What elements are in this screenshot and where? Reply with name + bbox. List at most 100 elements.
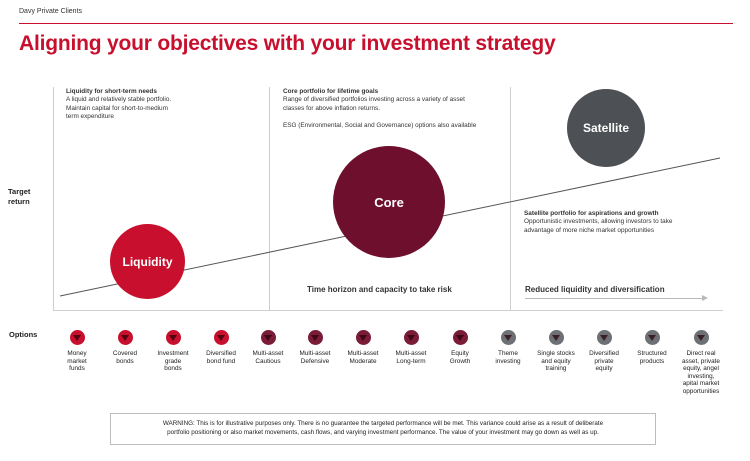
option-label-line: Structured <box>637 350 667 357</box>
core-text-1: Range of diversified portfolios investin… <box>283 96 465 104</box>
satellite-circle-label: Satellite <box>582 121 630 135</box>
option-label-line: Covered <box>112 350 138 357</box>
option-label-line: training <box>545 365 567 373</box>
core-circle-label: Core <box>374 194 404 210</box>
option-item: Covered bonds <box>97 330 153 365</box>
chevron-down-icon <box>644 330 660 345</box>
option-label: Multi-asset Defensive <box>287 350 343 365</box>
option-label: Multi-asset Long-term <box>383 350 439 365</box>
option-label: Investment grade bonds <box>145 350 201 373</box>
target-return-line-1: Target <box>8 187 31 196</box>
option-label: Multi-asset Cautious <box>240 350 296 365</box>
option-label-line: apital market <box>682 380 720 388</box>
chevron-down-icon <box>548 330 564 345</box>
option-item: Direct real asset, private equity, angel in… <box>673 330 729 396</box>
option-item: Multi-asset Cautious <box>240 330 296 365</box>
option-label-line: bond fund <box>206 357 236 365</box>
option-label-line: private <box>594 357 614 365</box>
core-heading: Core portfolio for lifetime goals <box>283 88 379 95</box>
option-label-line: Money <box>67 350 87 357</box>
chevron-down-icon <box>403 330 419 345</box>
options-label: Options <box>9 330 38 339</box>
option-label-line: investing, <box>687 372 715 380</box>
satellite-text-1: Opportunistic investments, allowing inve… <box>524 218 673 226</box>
reduced-liquidity-caption: Reduced liquidity and diversification <box>525 285 665 294</box>
option-label-line: bonds <box>164 365 182 373</box>
core-text-2: classes for above inflation returns. <box>283 104 380 112</box>
chevron-down-icon <box>596 330 612 345</box>
reduced-liquidity-arrow-line <box>525 298 704 299</box>
chevron-down-icon <box>355 330 371 345</box>
option-label: Money market funds <box>49 350 105 373</box>
liquidity-description: Liquidity for short-term needs A liquid … <box>66 88 171 122</box>
option-label-line: Theme <box>498 350 518 357</box>
option-label: Equity Growth <box>432 350 488 365</box>
satellite-heading: Satellite portfolio for aspirations and … <box>524 210 659 217</box>
option-label-line: Growth <box>449 357 471 365</box>
option-label-line: Diversified <box>206 350 236 357</box>
option-label: Multi-asset Moderate <box>335 350 391 365</box>
chevron-down-icon <box>307 330 323 345</box>
option-label: Structured products <box>624 350 680 365</box>
chevron-down-icon <box>117 330 133 345</box>
option-label-line: Multi-asset <box>395 350 427 357</box>
option-label-line: Long-term <box>396 357 426 365</box>
option-label-line: asset, private <box>681 357 720 365</box>
option-label-line: Direct real <box>686 350 716 357</box>
section-divider-middle <box>269 87 270 310</box>
option-label-line: Multi-asset <box>252 350 284 357</box>
option-label: Single stocks and equity training <box>528 350 584 373</box>
option-label: Covered bonds <box>97 350 153 365</box>
target-return-line-2: return <box>8 197 30 206</box>
option-label: Diversified bond fund <box>193 350 249 365</box>
satellite-description: Satellite portfolio for aspirations and … <box>524 210 672 235</box>
diagram-baseline <box>53 310 723 311</box>
option-label-line: Multi-asset <box>299 350 331 357</box>
option-label-line: bonds <box>116 357 134 365</box>
chevron-down-icon <box>260 330 276 345</box>
option-label: Direct real asset, private equity, angel in… <box>673 350 729 396</box>
option-label-line: equity, angel <box>683 365 719 373</box>
option-label-line: Multi-asset <box>347 350 379 357</box>
option-label-line: products <box>639 357 665 365</box>
page-title: Aligning your objectives with your inves… <box>19 32 556 55</box>
satellite-circle: Satellite <box>567 89 645 167</box>
option-item: Investment grade bonds <box>145 330 201 373</box>
section-divider-left <box>53 87 54 310</box>
option-label-line: market <box>67 357 87 365</box>
option-label-line: Cautious <box>255 357 281 365</box>
option-label-line: Diversified <box>589 350 619 357</box>
core-circle: Core <box>333 146 445 258</box>
liquidity-text-1: A liquid and relatively stable portfolio… <box>66 96 172 104</box>
option-label-line: grade <box>164 357 182 365</box>
arrow-right-icon <box>702 294 708 301</box>
header-divider <box>19 23 733 24</box>
option-label-line: investing <box>495 357 521 365</box>
option-label-line: equity <box>595 365 613 373</box>
option-label-line: Investment <box>157 350 189 357</box>
option-label-line: Moderate <box>349 357 377 365</box>
brand-label: Davy Private Clients <box>19 8 83 15</box>
time-horizon-caption: Time horizon and capacity to take risk <box>307 285 452 294</box>
option-item: Diversified private equity <box>576 330 632 373</box>
option-label-line: and equity <box>541 357 571 365</box>
option-label-line: Equity <box>451 350 469 357</box>
option-item: Diversified bond fund <box>193 330 249 365</box>
liquidity-circle: Liquidity <box>110 224 185 299</box>
option-item: Multi-asset Long-term <box>383 330 439 365</box>
warning-disclaimer: WARNING: This is for illustrative purpos… <box>110 413 656 445</box>
option-item: Multi-asset Moderate <box>335 330 391 365</box>
option-label-line: opportunities <box>682 387 720 395</box>
option-item: Money market funds <box>49 330 105 373</box>
warning-line-2: portfolio positioning or also market mov… <box>167 428 599 436</box>
target-return-label: Target return <box>8 187 30 207</box>
option-label-line: Defensive <box>300 357 330 365</box>
chevron-down-icon <box>452 330 468 345</box>
chevron-down-icon <box>69 330 85 345</box>
option-item: Single stocks and equity training <box>528 330 584 373</box>
core-esg-note: ESG (Environmental, Social and Governanc… <box>283 122 477 130</box>
option-item: Theme investing <box>480 330 536 365</box>
option-label: Theme investing <box>480 350 536 365</box>
core-description: Core portfolio for lifetime goals Range … <box>283 88 476 131</box>
liquidity-circle-label: Liquidity <box>122 254 173 269</box>
